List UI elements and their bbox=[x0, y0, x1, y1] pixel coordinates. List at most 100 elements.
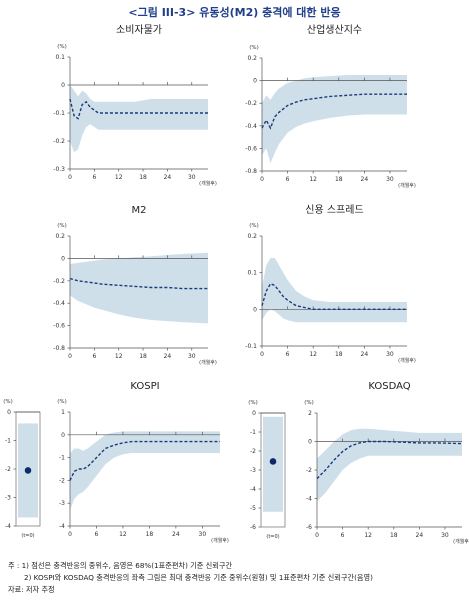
chart-title: KOSDAQ bbox=[368, 381, 410, 392]
x-tick-label: 30 bbox=[386, 176, 394, 183]
y-tick-label: -6 bbox=[306, 524, 312, 531]
y-unit-label: (%) bbox=[249, 45, 259, 51]
y-unit-label: (%) bbox=[249, 223, 259, 229]
chart-credit-spread: 신용 스프레드(%)0.20.10-0.10 6 12 18 24 30(개월후) bbox=[245, 204, 416, 364]
x-tick-label: 12 bbox=[309, 176, 317, 183]
y-tick-label: 0 bbox=[308, 439, 312, 446]
x-tick-label: 24 bbox=[416, 532, 424, 539]
x-tick-label: 0 bbox=[68, 174, 72, 181]
confidence-band bbox=[317, 428, 462, 502]
chart-title: M2 bbox=[132, 205, 147, 216]
x-tick-label: 18 bbox=[335, 176, 343, 183]
y-tick-label: 0 bbox=[61, 82, 65, 89]
y-tick-label: 0.1 bbox=[247, 270, 257, 277]
x-unit-label: (개월후) bbox=[398, 182, 416, 189]
y-tick-label: 0.2 bbox=[247, 233, 257, 240]
y-tick-label: -0.8 bbox=[53, 345, 65, 352]
x-tick-label: 0 bbox=[260, 351, 264, 358]
y-unit-label: (%) bbox=[57, 399, 67, 405]
x-tick-label: 0 bbox=[260, 176, 264, 183]
chart-title: 산업생산지수 bbox=[307, 23, 362, 36]
y-unit-label: (%) bbox=[304, 400, 314, 406]
y-tick-label: -0.8 bbox=[245, 168, 257, 175]
confidence-band bbox=[262, 258, 407, 323]
x-tick-label: 0 bbox=[68, 353, 72, 360]
x-tick-label: 18 bbox=[139, 174, 147, 181]
y-tick-label: -0.2 bbox=[245, 100, 257, 107]
y-tick-label: 2 bbox=[308, 410, 312, 417]
y-tick-label: -1 bbox=[250, 429, 256, 436]
chart-consumer-prices: 소비자물가(%)0.10-0.1-0.2-0.30 6 12 18 24 30(개월후) bbox=[53, 24, 217, 187]
y-tick-label: 1 bbox=[61, 409, 65, 416]
confidence-band bbox=[70, 252, 208, 324]
y-tick-label: -2 bbox=[250, 448, 256, 455]
x-tick-label: 6 bbox=[286, 176, 290, 183]
y-tick-label: -1 bbox=[59, 455, 65, 462]
y-unit-label: (%) bbox=[57, 223, 67, 229]
y-tick-label: -1 bbox=[5, 438, 11, 445]
x-tick-label: 24 bbox=[361, 176, 369, 183]
x-tick-label: 12 bbox=[115, 353, 123, 360]
y-tick-label: 0 bbox=[7, 409, 11, 416]
chart-industrial-production: 산업생산지수(%)0.20-0.2-0.4-0.6-0.80 6 12 18 24 30(… bbox=[245, 23, 416, 189]
y-tick-label: -0.3 bbox=[53, 166, 65, 173]
y-tick-label: -3 bbox=[250, 467, 256, 474]
x-tick-label: 24 bbox=[172, 531, 180, 538]
y-tick-label: 0.2 bbox=[55, 233, 65, 240]
y-tick-label: -4 bbox=[59, 523, 65, 530]
x-unit-label: (개월후) bbox=[211, 537, 229, 544]
y-tick-label: -0.6 bbox=[53, 323, 65, 330]
y-tick-label: 0.1 bbox=[55, 54, 65, 61]
y-tick-label: -6 bbox=[250, 524, 256, 531]
x-label: (t=0) bbox=[266, 534, 279, 540]
x-label: (t=0) bbox=[21, 533, 34, 539]
source-note: 자료: 저자 추정 bbox=[8, 585, 55, 594]
y-unit-label: (%) bbox=[57, 44, 67, 50]
x-unit-label: (개월후) bbox=[199, 180, 217, 187]
x-tick-label: 12 bbox=[364, 532, 372, 539]
x-tick-label: 24 bbox=[361, 351, 369, 358]
y-tick-label: 0.2 bbox=[247, 55, 257, 62]
y-tick-label: -4 bbox=[5, 523, 11, 530]
y-tick-label: -0.1 bbox=[245, 343, 257, 350]
x-tick-label: 18 bbox=[335, 351, 343, 358]
median-line bbox=[316, 440, 463, 480]
x-tick-label: 6 bbox=[95, 531, 99, 538]
chart-kospi: KOSPI(%)10-1-2-3-40 6 12 18 24 30(개월후) bbox=[57, 381, 229, 544]
y-tick-label: 0 bbox=[61, 255, 65, 262]
confidence-band bbox=[70, 85, 208, 153]
y-tick-label: -0.6 bbox=[245, 145, 257, 152]
y-tick-label: -2 bbox=[306, 467, 312, 474]
y-tick-label: 0 bbox=[253, 78, 257, 85]
x-tick-label: 12 bbox=[115, 174, 123, 181]
x-unit-label: (개월후) bbox=[453, 538, 469, 545]
x-tick-label: 6 bbox=[286, 351, 290, 358]
max-response-point bbox=[24, 467, 32, 474]
x-tick-label: 12 bbox=[119, 531, 127, 538]
y-tick-label: 0 bbox=[252, 410, 256, 417]
median-line bbox=[261, 282, 407, 310]
x-tick-label: 18 bbox=[139, 353, 147, 360]
x-tick-label: 0 bbox=[68, 531, 72, 538]
x-tick-label: 18 bbox=[146, 531, 154, 538]
y-tick-label: -3 bbox=[59, 500, 65, 507]
x-unit-label: (개월후) bbox=[398, 357, 416, 364]
x-tick-label: 18 bbox=[390, 532, 398, 539]
y-unit-label: (%) bbox=[248, 400, 258, 406]
notes: 주 : 1) 점선은 충격반응의 중위수, 음영은 68%(1표준편차) 기준 … bbox=[8, 560, 373, 596]
chart-m2: M2(%)0.20-0.2-0.4-0.6-0.80 6 12 18 24 30(개월후) bbox=[53, 205, 217, 366]
note-2: 2) KOSPI와 KOSDAQ 충격반응의 좌측 그림은 최대 충격반응 기준… bbox=[24, 573, 373, 582]
y-unit-label: (%) bbox=[3, 399, 13, 405]
y-tick-label: -0.2 bbox=[53, 278, 65, 285]
chart-kosdaq-max: (%) 0 -1 -2 -3 -4 -5 -6 (t=0) bbox=[248, 400, 286, 540]
y-tick-label: -0.2 bbox=[53, 138, 65, 145]
median-line bbox=[69, 440, 220, 481]
y-tick-label: -2 bbox=[5, 466, 11, 473]
chart-title: 소비자물가 bbox=[116, 24, 162, 36]
x-tick-label: 24 bbox=[164, 174, 172, 181]
median-line bbox=[69, 98, 208, 120]
x-tick-label: 30 bbox=[199, 531, 207, 538]
y-tick-label: 0 bbox=[61, 432, 65, 439]
x-tick-label: 6 bbox=[92, 174, 96, 181]
